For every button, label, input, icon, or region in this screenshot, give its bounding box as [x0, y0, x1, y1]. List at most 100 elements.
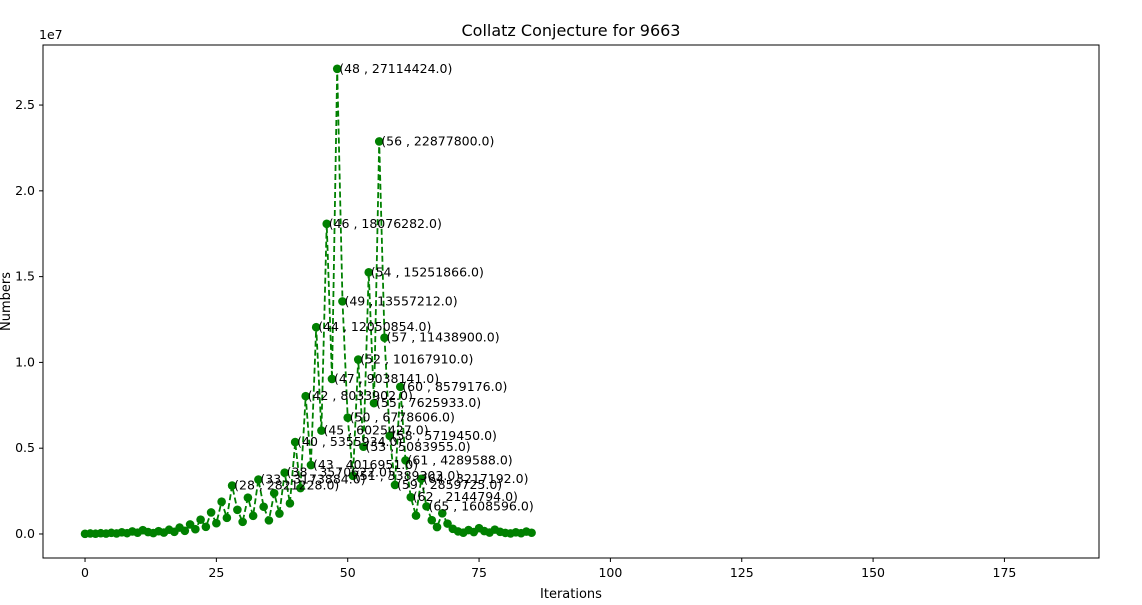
point-annotation: (53 , 5083955.0)	[365, 439, 470, 454]
data-point	[222, 513, 232, 523]
point-annotation: (64 , 3217192.0)	[423, 471, 528, 486]
data-point	[416, 474, 426, 484]
y-tick-label: 2.5	[15, 97, 35, 112]
data-point	[285, 499, 295, 508]
point-annotation: (42 , 8033902.0)	[308, 388, 413, 403]
point-annotation: (46 , 18076282.0)	[329, 216, 442, 231]
data-point	[254, 475, 263, 484]
data-point	[275, 509, 284, 518]
point-annotation: (60 , 8579176.0)	[402, 379, 507, 394]
point-annotation: (44 , 12050854.0)	[318, 319, 431, 334]
point-annotation: (55 , 7625933.0)	[376, 395, 481, 410]
point-annotation: (62 , 2144794.0)	[413, 489, 518, 504]
x-tick-label: 175	[993, 565, 1017, 580]
plot-frame	[42, 44, 1100, 559]
data-point	[243, 493, 253, 502]
data-point	[527, 528, 536, 538]
x-tick-label: 25	[208, 565, 224, 580]
data-point	[369, 398, 379, 408]
data-point	[301, 391, 310, 401]
data-point	[427, 515, 437, 525]
data-point	[212, 518, 221, 528]
point-annotation: (40 , 5355934.0)	[297, 434, 402, 449]
data-point	[180, 526, 190, 536]
point-annotation: (49 , 13557212.0)	[344, 293, 457, 308]
data-point	[390, 480, 400, 490]
data-point	[322, 219, 332, 229]
x-tick-label: 125	[730, 565, 754, 580]
data-point	[311, 322, 321, 332]
data-point	[395, 382, 405, 392]
data-point	[338, 297, 347, 306]
x-tick-label: 50	[340, 565, 356, 580]
data-point	[306, 460, 316, 470]
data-point	[201, 522, 211, 532]
data-point	[348, 471, 358, 481]
point-annotation: (28 , 2821228.0)	[234, 478, 339, 493]
y-tick-label: 0.0	[15, 526, 35, 541]
point-annotation: (50 , 6778606.0)	[350, 410, 455, 425]
data-point	[233, 505, 242, 515]
annotation-layer: (48 , 27114424.0) (56 , 22877800.0) (46 , …	[234, 61, 534, 514]
y-tick-label: 1.5	[15, 269, 35, 284]
y-tick-label: 2.0	[15, 183, 35, 198]
data-point	[196, 515, 205, 524]
x-tick-label: 100	[598, 565, 622, 580]
data-point	[227, 481, 237, 490]
x-tick-label: 150	[861, 565, 885, 580]
point-annotation: (51 , 3389303.0)	[355, 468, 460, 483]
point-annotation: (48 , 27114424.0)	[339, 61, 452, 76]
data-point	[238, 517, 247, 527]
data-point	[422, 502, 431, 511]
point-annotation: (65 , 1608596.0)	[429, 498, 534, 513]
data-point	[401, 456, 410, 465]
point-annotation: (47 , 9038141.0)	[334, 371, 439, 386]
data-point	[374, 137, 384, 146]
point-annotation: (43 , 4016951.0)	[313, 457, 418, 472]
data-point	[343, 413, 353, 422]
point-annotation: (61 , 4289588.0)	[408, 452, 513, 467]
chart-title: Collatz Conjecture for 9663	[462, 21, 681, 40]
y-tick-label: 0.5	[15, 440, 35, 455]
y-axis-label: Numbers	[0, 272, 14, 331]
data-point	[259, 502, 268, 512]
point-annotation: (38 , 3570622.0)	[287, 465, 392, 480]
point-annotation: (52 , 10167910.0)	[360, 352, 473, 367]
y-axis-ticks: 0.0 0.5 1.0 1.5 2.0 2.5	[15, 97, 43, 541]
point-annotation: (59 , 2859725.0)	[397, 477, 502, 492]
data-point	[264, 516, 274, 525]
x-axis-label: Iterations	[540, 587, 602, 602]
data-point	[296, 483, 305, 493]
point-annotation: (54 , 15251866.0)	[371, 264, 484, 279]
data-point	[432, 522, 442, 532]
data-point	[269, 488, 279, 498]
data-point	[317, 426, 326, 435]
data-point	[385, 431, 395, 441]
data-point	[217, 497, 226, 507]
y-tick-label: 1.0	[15, 354, 35, 369]
data-point	[411, 511, 421, 520]
point-annotation: (45 , 6025427.0)	[323, 423, 428, 438]
y-axis-scale-label: 1e7	[39, 27, 63, 42]
point-annotation: (58 , 5719450.0)	[392, 428, 497, 443]
data-point	[290, 437, 300, 447]
data-point	[191, 524, 200, 534]
data-point	[353, 355, 363, 364]
point-annotation: (57 , 11438900.0)	[386, 330, 499, 345]
x-tick-label: 0	[81, 565, 89, 580]
x-tick-label: 75	[471, 565, 487, 580]
data-point	[248, 511, 258, 521]
data-point	[443, 519, 452, 528]
data-point	[206, 508, 216, 517]
x-axis-ticks: 0 25 50 75 100 125 150 175	[81, 558, 1016, 580]
point-annotation: (56 , 22877800.0)	[381, 133, 494, 148]
data-point	[406, 492, 416, 502]
data-point	[280, 468, 289, 478]
point-annotation: (33 , 3173884.0)	[260, 472, 365, 487]
data-point	[364, 268, 374, 277]
series-layer	[80, 64, 536, 539]
data-point	[437, 508, 447, 518]
data-point	[327, 374, 337, 384]
data-point	[332, 64, 342, 74]
